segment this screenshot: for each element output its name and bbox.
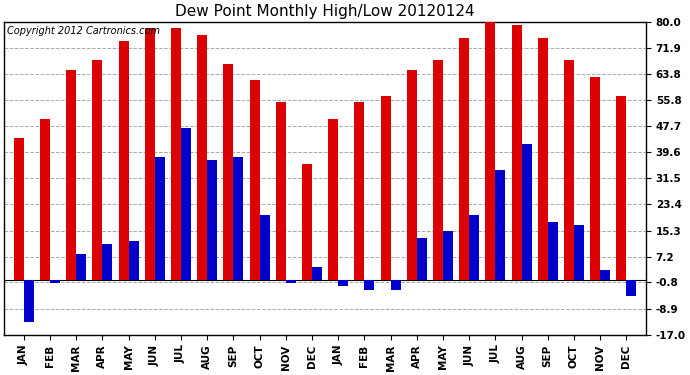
Bar: [40, 118, 50, 280]
Bar: [171, 28, 181, 280]
Bar: [197, 34, 207, 280]
Bar: [250, 80, 259, 280]
Bar: [145, 28, 155, 280]
Bar: [485, 18, 495, 280]
Bar: [338, 280, 348, 286]
Bar: [538, 38, 548, 280]
Bar: [443, 231, 453, 280]
Bar: [364, 280, 375, 290]
Bar: [276, 102, 286, 280]
Bar: [102, 244, 112, 280]
Bar: [469, 215, 479, 280]
Text: Copyright 2012 Cartronics.com: Copyright 2012 Cartronics.com: [8, 26, 160, 36]
Bar: [92, 60, 102, 280]
Bar: [233, 157, 244, 280]
Bar: [433, 60, 443, 280]
Bar: [407, 70, 417, 280]
Bar: [259, 215, 270, 280]
Bar: [302, 164, 312, 280]
Bar: [522, 144, 531, 280]
Bar: [181, 128, 191, 280]
Bar: [600, 270, 610, 280]
Bar: [155, 157, 165, 280]
Bar: [207, 160, 217, 280]
Bar: [224, 64, 233, 280]
Bar: [574, 225, 584, 280]
Bar: [564, 60, 574, 280]
Bar: [24, 280, 34, 322]
Bar: [417, 238, 426, 280]
Bar: [391, 280, 400, 290]
Bar: [286, 280, 296, 283]
Bar: [50, 280, 60, 283]
Bar: [511, 25, 522, 280]
Title: Dew Point Monthly High/Low 20120124: Dew Point Monthly High/Low 20120124: [175, 4, 475, 19]
Bar: [119, 41, 128, 280]
Bar: [381, 96, 391, 280]
Bar: [627, 280, 636, 296]
Bar: [616, 96, 627, 280]
Bar: [590, 76, 600, 280]
Bar: [14, 138, 24, 280]
Bar: [328, 118, 338, 280]
Bar: [548, 222, 558, 280]
Bar: [312, 267, 322, 280]
Bar: [76, 254, 86, 280]
Bar: [128, 241, 139, 280]
Bar: [66, 70, 76, 280]
Bar: [355, 102, 364, 280]
Bar: [460, 38, 469, 280]
Bar: [495, 170, 505, 280]
